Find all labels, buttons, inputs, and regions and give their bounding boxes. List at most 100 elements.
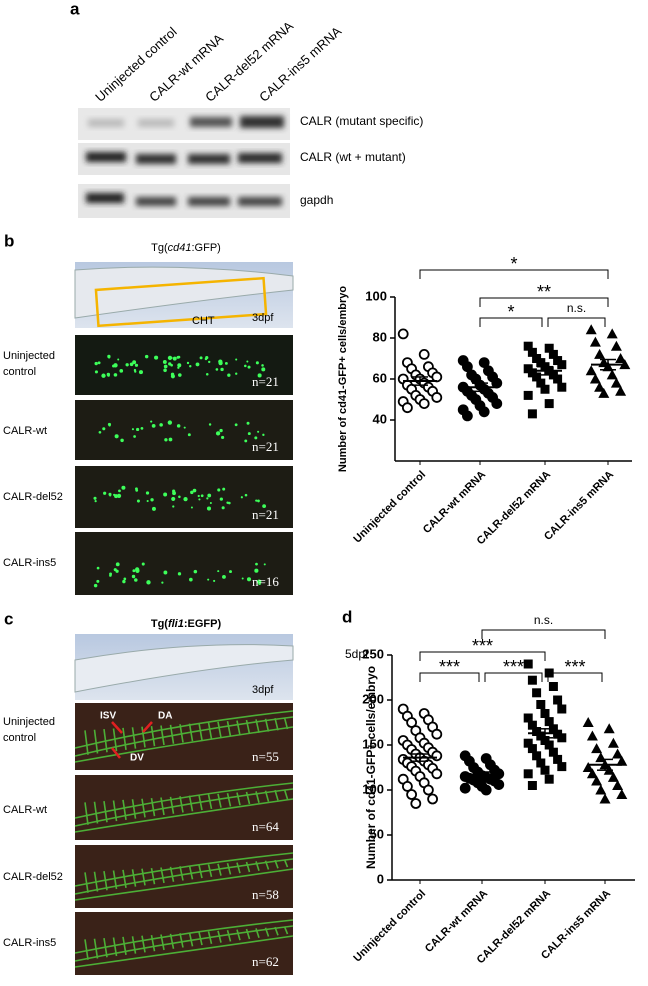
gfp-cell <box>123 577 127 581</box>
band <box>88 119 124 127</box>
isv <box>245 928 251 940</box>
isv <box>198 794 203 811</box>
isv <box>141 935 146 953</box>
gfp-cell <box>217 570 220 573</box>
gfp-cell <box>257 499 260 503</box>
image-column: CHT 3dpf <box>74 262 294 328</box>
isv <box>236 720 241 736</box>
gfp-cell <box>176 424 181 428</box>
data-point <box>553 695 563 705</box>
fluorescence-image <box>75 845 293 908</box>
isv <box>160 725 165 746</box>
gfp-cell <box>136 499 140 503</box>
gfp-cell <box>205 372 209 376</box>
data-point <box>544 343 554 353</box>
gfp-cell <box>167 420 173 425</box>
data-point <box>427 793 439 805</box>
gfp-cell <box>189 365 192 368</box>
gfp-cell <box>135 488 139 492</box>
gfp-cell <box>134 578 138 582</box>
annotation-line <box>142 721 153 733</box>
isv <box>179 796 184 813</box>
vessel <box>74 919 294 954</box>
gfp-cell <box>108 424 111 427</box>
data-point <box>591 775 603 786</box>
stage-label: 3dpf <box>252 312 274 324</box>
gfp-cell <box>116 493 122 499</box>
gfp-cell <box>132 569 136 573</box>
data-point <box>459 782 471 794</box>
gfp-cell <box>246 360 249 363</box>
gfp-cell <box>244 493 248 497</box>
data-point <box>527 720 537 730</box>
data-point <box>582 717 594 727</box>
gfp-cell <box>94 361 98 366</box>
gfp-cell <box>115 562 120 567</box>
data-point <box>527 781 537 790</box>
isv <box>160 934 165 951</box>
data-point <box>431 768 443 780</box>
gfp-cell <box>117 358 120 361</box>
significance-bracket <box>479 297 609 307</box>
gfp-cell <box>163 368 167 373</box>
gfp-cell <box>163 492 168 497</box>
data-point <box>544 774 554 784</box>
data-point <box>612 748 624 759</box>
data-point <box>544 399 554 409</box>
data-point <box>523 341 533 351</box>
y-tick-label: 200 <box>362 691 384 706</box>
isv <box>131 799 137 819</box>
gfp-cell <box>94 500 97 503</box>
significance-bracket <box>419 269 609 279</box>
gfp-cell <box>134 370 137 373</box>
gfp-cell <box>192 488 197 493</box>
gfp-cell <box>262 504 267 509</box>
vasculature <box>74 782 294 833</box>
gfp-cell <box>246 421 250 425</box>
isv <box>283 926 289 935</box>
data-point <box>527 744 537 754</box>
isv <box>217 721 222 738</box>
isv <box>150 725 156 747</box>
fluorescence-image <box>75 466 293 528</box>
n-label: n=62 <box>252 954 279 969</box>
isv <box>283 789 289 800</box>
vasculature <box>74 852 294 901</box>
gfp-cell <box>208 423 212 426</box>
gfp-cell <box>198 498 201 501</box>
gfp-cell <box>255 562 258 566</box>
gfp-cell <box>112 364 116 368</box>
lane-labels: Uninjected control CALR-wt mRNA CALR-del… <box>92 18 344 105</box>
data-point <box>616 789 628 799</box>
gfp-cell <box>121 485 126 490</box>
data-point <box>478 406 490 418</box>
data-point <box>599 793 611 804</box>
gfp-cell <box>263 563 266 566</box>
gfp-cell <box>97 361 101 365</box>
gfp-cell <box>115 569 119 573</box>
data-point <box>553 374 563 384</box>
gfp-cell <box>132 360 137 365</box>
significance-bracket <box>481 629 606 639</box>
isv <box>198 864 203 879</box>
isv <box>160 867 165 884</box>
y-tick-label: 50 <box>370 826 384 841</box>
data-point <box>527 409 537 419</box>
vessel <box>74 782 294 819</box>
band <box>238 197 282 206</box>
gfp-cell <box>247 365 251 369</box>
y-tick-label: 0 <box>377 871 384 886</box>
blot <box>78 108 290 218</box>
data-point <box>557 704 567 714</box>
data-point <box>406 789 418 800</box>
significance-label: n.s. <box>567 301 586 315</box>
data-point <box>536 758 546 768</box>
gfp-cell <box>183 426 186 429</box>
gfp-cell <box>145 491 150 495</box>
isv <box>84 730 89 755</box>
stage-label: 3dpf <box>252 684 274 696</box>
data-point <box>557 360 567 370</box>
gfp-cell <box>177 366 180 369</box>
data-point <box>461 410 473 422</box>
